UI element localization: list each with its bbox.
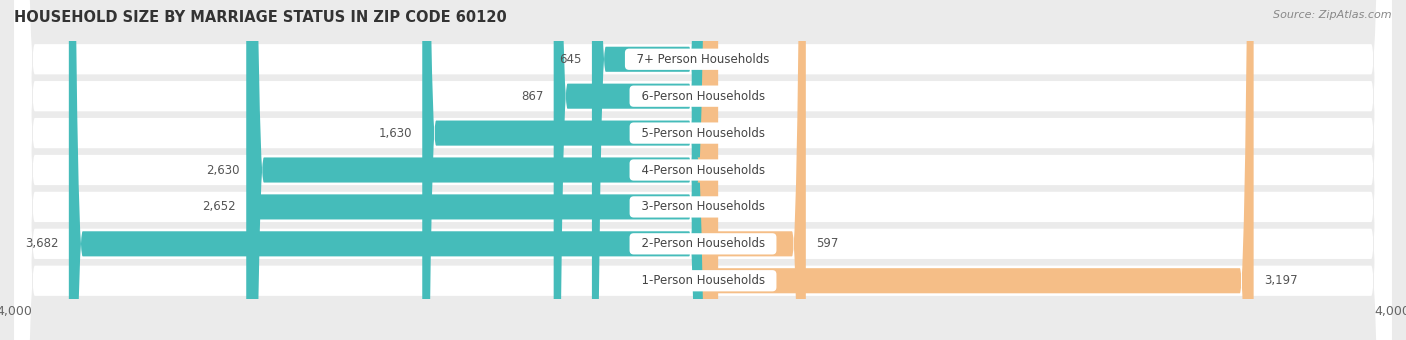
Text: 1-Person Households: 1-Person Households (634, 274, 772, 287)
Text: 48: 48 (721, 164, 737, 176)
Text: 6-Person Households: 6-Person Households (634, 90, 772, 103)
FancyBboxPatch shape (14, 0, 1392, 340)
Text: 5-Person Households: 5-Person Households (634, 126, 772, 140)
Text: 1,630: 1,630 (378, 126, 412, 140)
FancyBboxPatch shape (703, 0, 718, 340)
FancyBboxPatch shape (14, 0, 1392, 340)
FancyBboxPatch shape (14, 0, 1392, 340)
FancyBboxPatch shape (250, 0, 703, 340)
Text: 2,652: 2,652 (202, 200, 236, 214)
FancyBboxPatch shape (592, 0, 703, 340)
FancyBboxPatch shape (246, 0, 703, 340)
Text: 88: 88 (728, 126, 744, 140)
FancyBboxPatch shape (14, 0, 1392, 340)
Text: Source: ZipAtlas.com: Source: ZipAtlas.com (1274, 10, 1392, 20)
FancyBboxPatch shape (14, 0, 1392, 340)
Text: 645: 645 (560, 53, 582, 66)
Text: 2,630: 2,630 (207, 164, 239, 176)
Text: 3-Person Households: 3-Person Households (634, 200, 772, 214)
FancyBboxPatch shape (697, 0, 717, 340)
Text: 0: 0 (713, 53, 721, 66)
Text: 3,197: 3,197 (1264, 274, 1298, 287)
FancyBboxPatch shape (14, 0, 1392, 340)
Text: 0: 0 (713, 90, 721, 103)
Text: HOUSEHOLD SIZE BY MARRIAGE STATUS IN ZIP CODE 60120: HOUSEHOLD SIZE BY MARRIAGE STATUS IN ZIP… (14, 10, 506, 25)
Text: 7+ Person Households: 7+ Person Households (628, 53, 778, 66)
Text: 867: 867 (522, 90, 543, 103)
Text: 597: 597 (815, 237, 838, 250)
FancyBboxPatch shape (554, 0, 703, 340)
Text: 3,682: 3,682 (25, 237, 59, 250)
Text: 2-Person Households: 2-Person Households (634, 237, 772, 250)
FancyBboxPatch shape (703, 0, 717, 340)
Text: 4-Person Households: 4-Person Households (634, 164, 772, 176)
FancyBboxPatch shape (422, 0, 703, 340)
Text: 77: 77 (727, 200, 741, 214)
FancyBboxPatch shape (14, 0, 1392, 340)
FancyBboxPatch shape (703, 0, 806, 340)
FancyBboxPatch shape (69, 0, 703, 340)
FancyBboxPatch shape (703, 0, 1254, 340)
